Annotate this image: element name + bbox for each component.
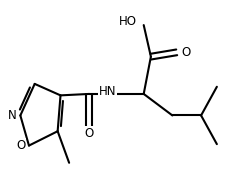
Text: HN: HN <box>99 85 116 98</box>
Text: HO: HO <box>118 15 136 28</box>
Text: O: O <box>16 139 25 152</box>
Text: O: O <box>84 127 94 140</box>
Text: N: N <box>8 109 17 122</box>
Text: O: O <box>181 46 190 59</box>
